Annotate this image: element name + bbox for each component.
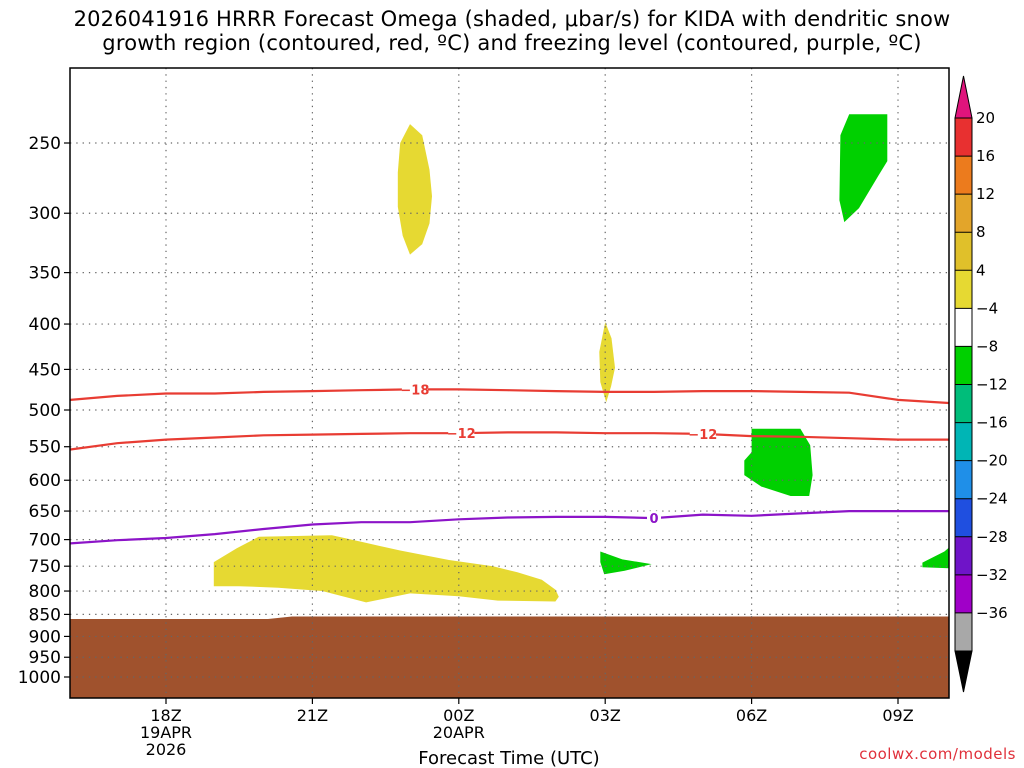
contour-label: −12 bbox=[688, 428, 717, 443]
contour-label: −18 bbox=[400, 383, 429, 398]
contour-label-bg bbox=[647, 511, 661, 526]
colorbar-label: −36 bbox=[976, 604, 1008, 622]
colorbar-label: −8 bbox=[976, 337, 998, 355]
negative-omega-upper bbox=[839, 114, 888, 223]
freezing-level-0-contour bbox=[70, 510, 949, 545]
y-tick-label: 950 bbox=[29, 648, 61, 668]
negative-omega-low1 bbox=[600, 551, 652, 575]
y-tick-label: 850 bbox=[29, 605, 61, 625]
positive-omega-low bbox=[213, 535, 559, 603]
negative-omega-low2 bbox=[922, 547, 949, 569]
y-tick-label: 900 bbox=[29, 627, 61, 647]
colorbar-label: 4 bbox=[976, 261, 986, 279]
y-tick-label: 300 bbox=[29, 204, 61, 224]
y-tick-label: 700 bbox=[29, 531, 61, 551]
chart-title-line1: 2026041916 HRRR Forecast Omega (shaded, … bbox=[73, 7, 951, 31]
x-tick-label: 21Z bbox=[297, 706, 328, 725]
y-tick-label: 350 bbox=[29, 264, 61, 284]
x-tick-label: 03Z bbox=[590, 706, 621, 725]
positive-omega-upper bbox=[397, 124, 432, 255]
colorbar-swatch bbox=[955, 574, 972, 614]
ground-terrain bbox=[70, 616, 949, 698]
y-tick-label: 1000 bbox=[18, 668, 61, 688]
colorbar-swatch bbox=[955, 270, 972, 309]
y-tick-label: 450 bbox=[29, 360, 61, 380]
x-tick-label: 00Z bbox=[443, 706, 474, 725]
x-tick-date-label: 20APR bbox=[433, 723, 485, 742]
colorbar-label: −32 bbox=[976, 566, 1008, 584]
x-tick-label: 09Z bbox=[882, 706, 913, 725]
y-tick-label: 650 bbox=[29, 502, 61, 522]
x-axis-label: Forecast Time (UTC) bbox=[418, 748, 599, 768]
colorbar-label: −20 bbox=[976, 452, 1008, 470]
colorbar-label: 16 bbox=[976, 147, 995, 165]
colorbar-swatch bbox=[955, 460, 972, 500]
y-tick-label: 250 bbox=[29, 134, 61, 154]
colorbar-label: −12 bbox=[976, 376, 1008, 394]
colorbar-swatch bbox=[955, 422, 972, 462]
colorbar-label: 8 bbox=[976, 223, 986, 241]
colorbar-label: 12 bbox=[976, 185, 995, 203]
colorbar-label: −16 bbox=[976, 414, 1008, 432]
y-tick-label: 550 bbox=[29, 438, 61, 458]
colorbar-swatch bbox=[955, 384, 972, 423]
x-tick-label: 18Z bbox=[150, 706, 181, 725]
watermark: coolwx.com/models bbox=[859, 745, 1016, 763]
x-tick-year-label: 2026 bbox=[146, 740, 187, 759]
contour-label-bg bbox=[401, 382, 428, 397]
colorbar-swatch bbox=[955, 156, 972, 195]
colorbar-swatch bbox=[955, 232, 972, 271]
colorbar-label: −24 bbox=[976, 490, 1008, 508]
colorbar-swatch bbox=[955, 498, 972, 538]
negative-omega-midlevel bbox=[744, 428, 813, 496]
contour-label-bg bbox=[689, 426, 716, 441]
y-tick-label: 400 bbox=[29, 315, 61, 335]
y-tick-label: 600 bbox=[29, 471, 61, 491]
dgz-minus18-contour bbox=[70, 388, 949, 405]
x-tick-date-label: 19APR bbox=[140, 723, 192, 742]
colorbar-swatch bbox=[955, 118, 972, 157]
y-tick-label: 500 bbox=[29, 401, 61, 421]
colorbar-label: 20 bbox=[976, 109, 995, 127]
colorbar-label: −28 bbox=[976, 528, 1008, 546]
dgz-minus12-contour bbox=[70, 431, 949, 451]
colorbar-swatch bbox=[955, 194, 972, 233]
colorbar-swatch bbox=[955, 612, 972, 652]
positive-omega-mid bbox=[599, 322, 615, 403]
y-tick-label: 800 bbox=[29, 582, 61, 602]
plot-frame bbox=[69, 67, 950, 699]
contour-label: −12 bbox=[447, 427, 476, 442]
colorbar-label: −4 bbox=[976, 299, 998, 317]
chart-title-line2: growth region (contoured, red, ºC) and f… bbox=[102, 31, 922, 55]
colorbar-swatch bbox=[955, 346, 972, 385]
y-tick-label: 750 bbox=[29, 557, 61, 577]
colorbar-max-arrow bbox=[954, 75, 973, 119]
colorbar-min-arrow bbox=[954, 650, 973, 693]
contour-label-bg bbox=[448, 426, 475, 441]
x-tick-label: 06Z bbox=[736, 706, 767, 725]
colorbar-swatch bbox=[955, 536, 972, 576]
contour-label: 0 bbox=[649, 512, 658, 527]
colorbar-swatch bbox=[955, 308, 972, 347]
